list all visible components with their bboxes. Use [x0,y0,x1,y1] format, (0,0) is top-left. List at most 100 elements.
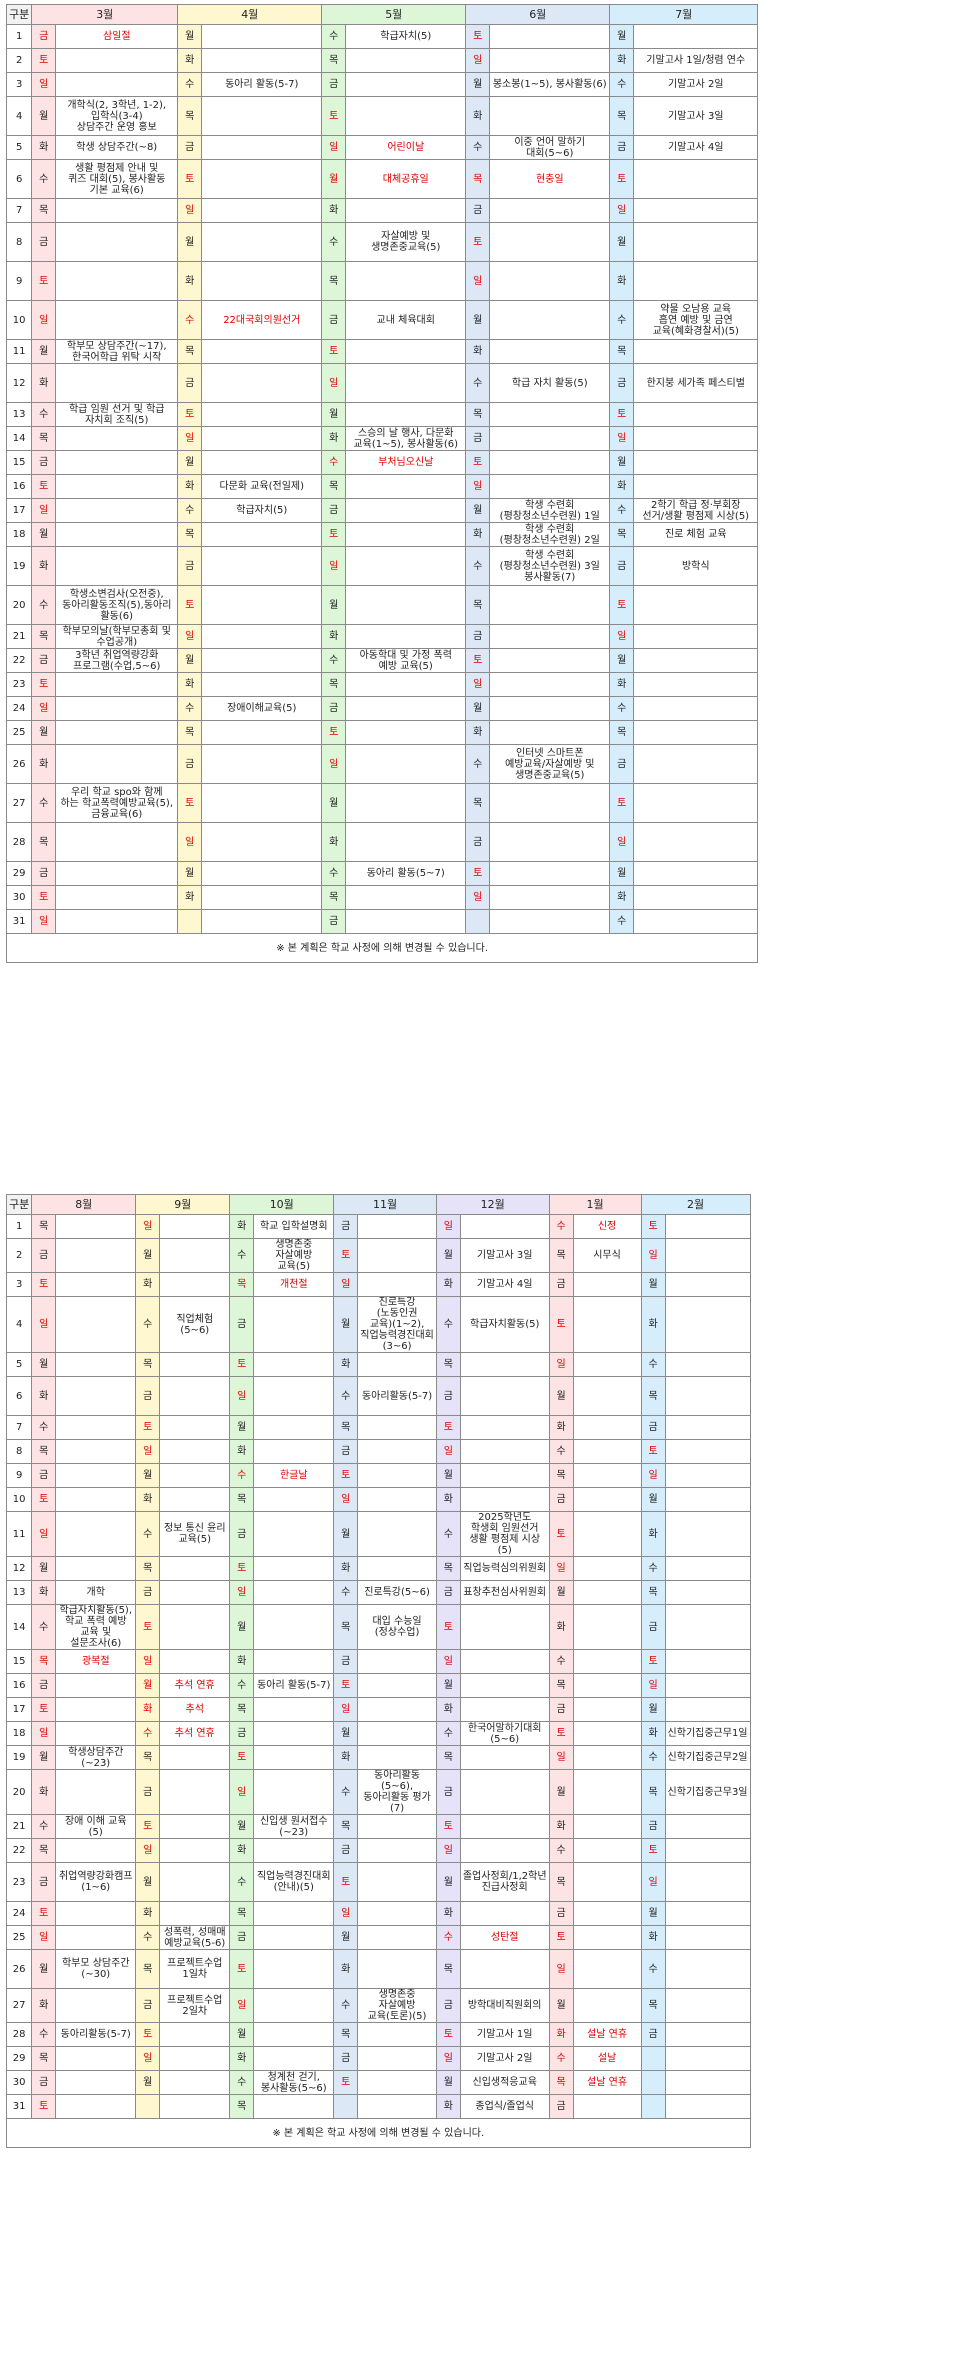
event-cell [489,861,611,886]
weekday-cell: 수 [435,1721,461,1746]
weekday-cell: 월 [333,1925,359,1950]
weekday-cell: 금 [333,2046,359,2071]
event-cell [253,1580,335,1605]
weekday-cell: 수 [333,1988,359,2023]
weekday-cell: 금 [435,1580,461,1605]
day-row: 19 화 금 일 수 학생 수련회 (평창청소년수련원) 3일 봉사활동(7) 금 방학식 [5,546,759,586]
event-cell [633,783,759,823]
day-row: 11 일 수 정보 통신 윤리 교육(5) 금 월 수 2025학년도 학생회 임원선거 생활… [5,1511,751,1557]
event-cell [201,720,323,745]
event-cell: 학부모의날(학부모총회 및 수업공개) [55,624,179,649]
weekday-cell: 화 [333,1745,359,1770]
day-number: 15 [5,1649,33,1674]
event-cell [55,363,179,403]
weekday-cell: 토 [333,2070,359,2095]
event-cell [55,1352,137,1377]
event-cell [159,1838,231,1863]
event-cell [664,1376,751,1416]
weekday-cell: 토 [465,24,491,49]
event-cell [664,1604,751,1650]
day-number: 2 [5,1238,33,1273]
weekday-cell: 토 [31,1272,57,1297]
day-number: 2 [5,48,33,73]
event-cell [55,450,179,475]
event-cell [489,648,611,673]
event-cell [55,1925,137,1950]
event-cell: 동아리 활동(5-7) [201,72,323,97]
event-cell [253,1901,335,1926]
day-row: 23 토 화 목 일 화 [5,672,759,697]
event-cell [459,1838,550,1863]
event-cell [664,2046,751,2071]
event-cell [357,1721,437,1746]
weekday-cell: 일 [177,822,203,862]
weekday-cell: 수 [229,1673,255,1698]
event-cell [633,222,759,262]
weekday-cell: 월 [333,1511,359,1557]
weekday-cell: 월 [177,648,203,673]
event-cell [572,1697,642,1722]
weekday-cell: 일 [435,1214,461,1239]
day-row: 15 금 월 수 부처님오신날 토 월 [5,450,759,475]
weekday-cell: 금 [177,363,203,403]
event-cell [664,1649,751,1674]
weekday-cell: 목 [465,159,491,199]
weekday-cell: 토 [333,1238,359,1273]
weekday-cell: 목 [135,1556,161,1581]
weekday-cell: 목 [548,1463,574,1488]
weekday-cell: 금 [135,1988,161,2023]
event-cell [489,339,611,364]
weekday-cell: 금 [548,1697,574,1722]
event-cell: 설날 연휴 [572,2022,642,2047]
event-cell: 학급자치활동(5) [459,1296,550,1353]
event-cell [633,402,759,427]
event-cell [55,474,179,499]
event-cell: 직업체험(5~6) [159,1296,231,1353]
day-number: 16 [5,474,33,499]
day-row: 25 일 수 성폭력, 성매매 예방교육(5-6) 금 월 수 성탄절 토 화 [5,1925,751,1950]
event-cell: 학생 수련회 (평창청소년수련원) 1일 [489,498,611,523]
day-row: 13 화 개학 금 일 수 진로특강(5~6) 금 표창추천심사위원회 월 목 [5,1580,751,1605]
event-cell: 아동학대 및 가정 폭력 예방 교육(5) [345,648,467,673]
event-cell [55,1238,137,1273]
event-cell [345,672,467,697]
event-cell [159,2070,231,2095]
day-row: 2 토 화 목 일 화 기말고사 1일/청렴 연수 [5,48,759,73]
event-cell [201,648,323,673]
weekday-cell: 목 [609,522,635,547]
calendar-table-august-february: 구분 8월 9월 10월 11월 12월 1월 2월 1 목 일 화 학교 입학설명회 금 일 수 신정 토 2 금… [5,1194,751,2148]
day-row: 25 월 목 토 화 목 [5,720,759,745]
weekday-cell: 일 [609,426,635,451]
weekday-cell: 토 [31,2094,57,2119]
day-row: 4 일 수 직업체험(5~6) 금 월 진로특강(노동인권 교육)(1~2), 직업능력경진… [5,1296,751,1353]
weekday-cell: 화 [435,2094,461,2119]
event-cell [55,546,179,586]
event-cell [664,1925,751,1950]
weekday-cell: 월 [640,1487,666,1512]
weekday-cell: 금 [640,1415,666,1440]
weekday-cell: 금 [465,426,491,451]
event-cell [633,450,759,475]
weekday-cell: 월 [135,2070,161,2095]
event-cell: 인터넷 스마트폰 예방교육/자살예방 및 생명존중교육(5) [489,744,611,784]
weekday-cell: 화 [229,2046,255,2071]
weekday-cell: 토 [321,96,347,136]
day-number: 26 [5,1949,33,1989]
day-number: 17 [5,1697,33,1722]
weekday-cell: 일 [609,822,635,862]
event-cell [489,909,611,934]
event-cell: 학급자치(5) [345,24,467,49]
event-cell [572,1352,642,1377]
weekday-cell: 토 [435,2022,461,2047]
event-cell [345,546,467,586]
weekday-cell: 토 [177,402,203,427]
day-row: 14 목 일 화 스승의 날 행사, 다문화 교육(1~5), 봉사활동(6) 금 일 [5,426,759,451]
event-cell [357,1238,437,1273]
weekday-cell: 화 [548,1604,574,1650]
event-cell [201,861,323,886]
weekday-cell: 수 [31,402,57,427]
event-cell: 22대국회의원선거 [201,300,323,340]
weekday-cell: 화 [177,261,203,301]
event-cell [459,1352,550,1377]
weekday-cell: 월 [229,1814,255,1839]
